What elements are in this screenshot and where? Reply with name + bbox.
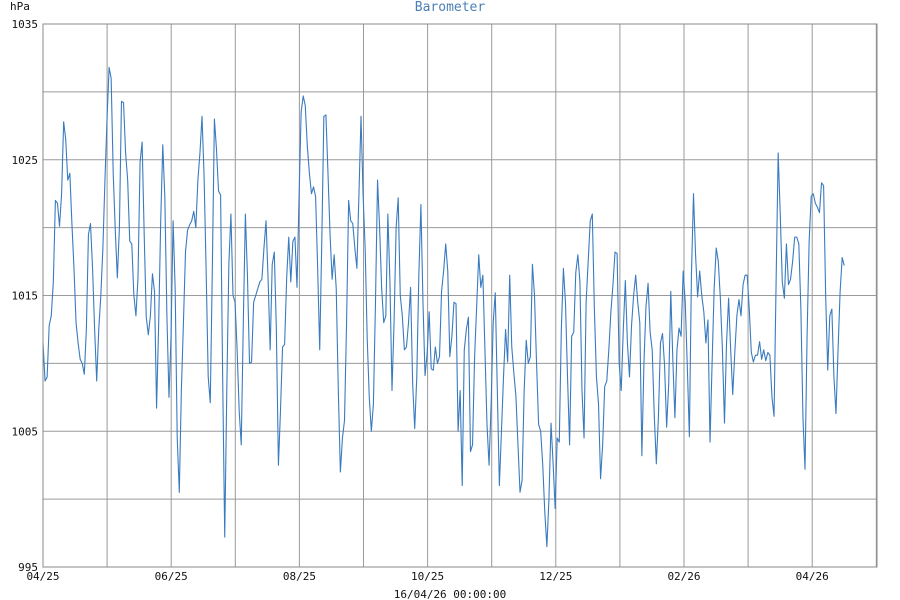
x-tick-label: 04/26 bbox=[796, 570, 829, 583]
series-line bbox=[42, 66, 845, 548]
y-tick-label: 1025 bbox=[12, 154, 39, 167]
x-tick-label: 12/25 bbox=[539, 570, 572, 583]
y-axis-unit-label: hPa bbox=[10, 0, 30, 13]
x-tick-label: 04/25 bbox=[26, 570, 59, 583]
y-tick-label: 1035 bbox=[12, 18, 39, 31]
x-tick-label: 10/25 bbox=[411, 570, 444, 583]
y-axis-ticks: 995 1005 1015 1025 1035 bbox=[12, 18, 39, 574]
grid bbox=[43, 24, 877, 567]
y-tick-label: 1005 bbox=[12, 425, 39, 438]
chart-title: Barometer bbox=[415, 0, 486, 15]
timestamp-label: 16/04/26 00:00:00 bbox=[394, 588, 507, 600]
x-axis-ticks: 04/25 06/25 08/25 10/25 12/25 02/26 04/26 bbox=[26, 570, 828, 583]
y-tick-label: 1015 bbox=[12, 290, 39, 303]
x-tick-label: 08/25 bbox=[283, 570, 316, 583]
plot-frame bbox=[42, 23, 878, 568]
x-tick-label: 06/25 bbox=[155, 570, 188, 583]
series-group bbox=[42, 66, 845, 548]
x-tick-label: 02/26 bbox=[667, 570, 700, 583]
y-tick-label: 995 bbox=[18, 561, 38, 574]
